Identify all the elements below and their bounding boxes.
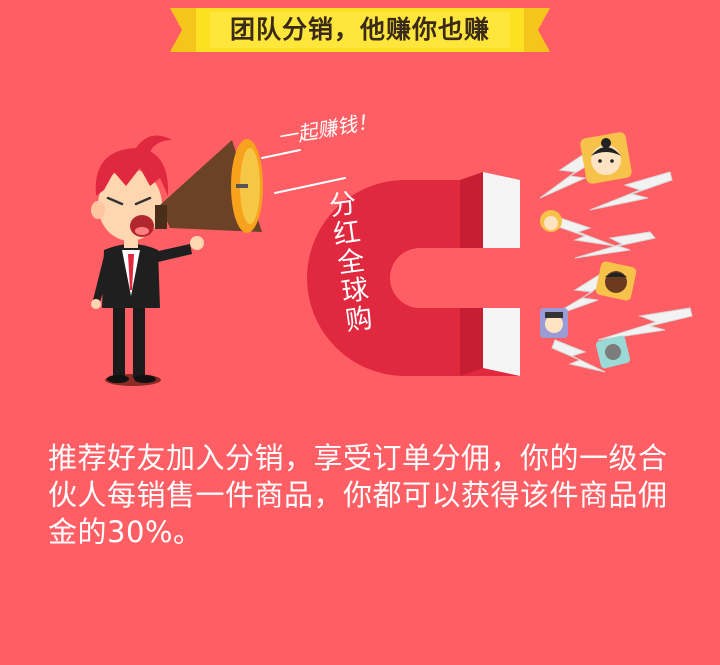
shout-lines: [261, 149, 346, 194]
megaphone-icon: [155, 139, 263, 233]
description-text: 推荐好友加入分销，享受订单分佣，你的一级合伙人每销售一件商品，你都可以获得该件商…: [48, 441, 668, 549]
ribbon-icon: [170, 8, 550, 52]
magnet-label-char: 购: [343, 302, 375, 338]
avatar-icon: [540, 132, 637, 369]
magnet-icon: [307, 172, 520, 376]
man-shouting-icon: [91, 135, 204, 386]
illustration: [91, 132, 693, 386]
banner-title: 团队分销，他赚你也赚: [229, 15, 490, 44]
top-banner: 团队分销，他赚你也赚: [170, 8, 550, 52]
